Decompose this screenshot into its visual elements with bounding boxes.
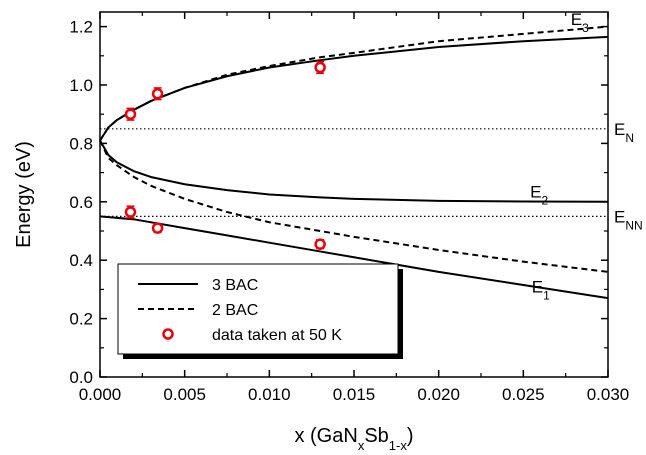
reference-label-en-sub: N xyxy=(625,131,634,145)
curve-label-e2-sub: 2 xyxy=(541,193,548,207)
legend-marker xyxy=(162,328,174,340)
x-axis-title-main: x (GaN xyxy=(294,425,357,447)
data-point xyxy=(151,222,164,234)
curves xyxy=(99,25,609,300)
y-tick-label: 0.8 xyxy=(69,134,93,153)
reference-label-enn-sub: NN xyxy=(625,218,642,232)
curve-label-e2-main: E xyxy=(530,182,541,201)
reference-label-en: EN xyxy=(614,120,634,145)
reference-label-en-main: E xyxy=(614,120,625,139)
y-tick-label: 0.0 xyxy=(69,368,93,387)
curve-label-e1: E1 xyxy=(532,277,550,302)
y-tick-label: 1.2 xyxy=(69,18,93,37)
solid-curve-0 xyxy=(99,35,609,142)
reference-label-enn-main: E xyxy=(614,207,625,226)
y-tick-label: 0.6 xyxy=(69,193,93,212)
data-point xyxy=(151,88,164,100)
x-tick-label: 0.005 xyxy=(163,385,206,404)
x-axis-title-end: ) xyxy=(407,425,414,447)
curve-label-e3-sub: 3 xyxy=(582,21,589,35)
dashed-curve-3 xyxy=(99,25,609,142)
data-point xyxy=(124,108,137,120)
legend-entries: 3 BAC 2 BAC data taken at 50 K xyxy=(138,277,342,344)
curve-label-e3-main: E xyxy=(571,10,582,29)
curve-label-e3: E3 xyxy=(571,10,589,35)
y-tick-label: 0.4 xyxy=(69,251,93,270)
x-axis-title-mid: Sb xyxy=(364,425,388,447)
solid-curve-1 xyxy=(99,139,609,203)
x-tick-label: 0.010 xyxy=(248,385,291,404)
data-point xyxy=(314,238,326,250)
curve-label-e1-sub: 1 xyxy=(543,288,550,302)
y-tick-label: 0.2 xyxy=(69,310,93,329)
x-tick-label: 0.020 xyxy=(417,385,460,404)
x-tick-label: 0.000 xyxy=(79,385,122,404)
legend-label: 2 BAC xyxy=(212,302,258,319)
y-tick-label: 1.0 xyxy=(69,76,93,95)
x-axis-title-sub1: x xyxy=(358,438,365,453)
y-axis-title: Energy (eV) xyxy=(13,141,35,248)
data-point xyxy=(314,61,326,74)
x-tick-label: 0.030 xyxy=(587,385,630,404)
legend-box xyxy=(117,263,399,355)
curve-label-e1-main: E xyxy=(532,277,543,296)
x-axis-title-sub2: 1-x xyxy=(389,438,408,453)
dashed-curve-4 xyxy=(99,140,609,273)
x-tick-label: 0.015 xyxy=(333,385,376,404)
data-points xyxy=(124,60,326,250)
x-axis-title: x (GaNxSb1-x) xyxy=(294,425,413,453)
plot-frame xyxy=(99,11,609,378)
x-tick-label: 0.025 xyxy=(502,385,545,404)
legend-label: 3 BAC xyxy=(212,277,258,294)
legend-label: data taken at 50 K xyxy=(212,327,342,344)
data-point xyxy=(124,206,137,218)
reference-label-enn: ENN xyxy=(614,207,643,232)
curve-label-e2: E2 xyxy=(530,182,548,207)
legend: 3 BAC 2 BAC data taken at 50 K xyxy=(117,263,403,359)
